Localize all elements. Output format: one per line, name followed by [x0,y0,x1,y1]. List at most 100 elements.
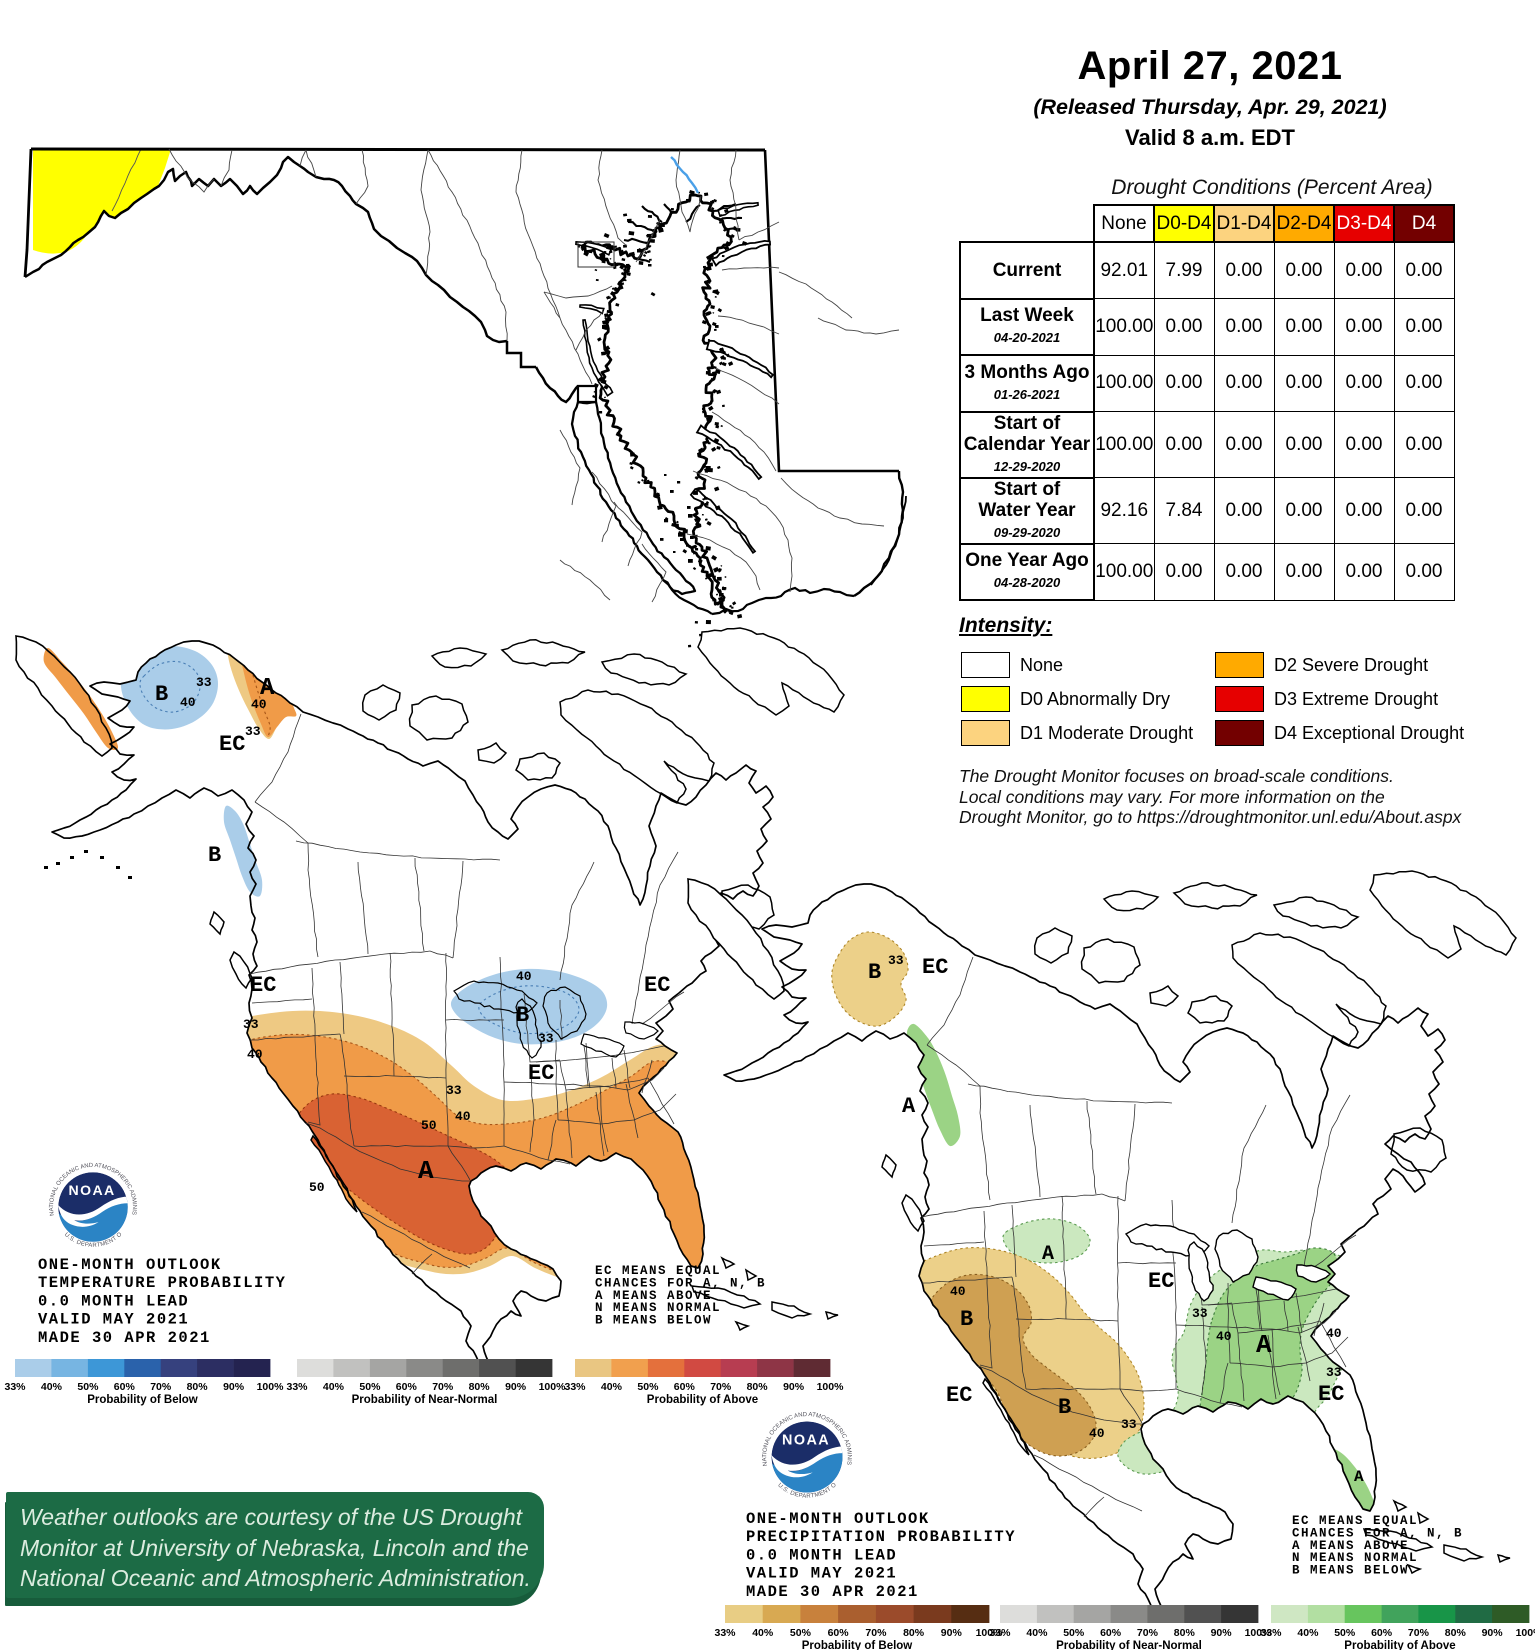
svg-text:40%: 40% [1297,1627,1319,1639]
svg-text:40%: 40% [323,1381,345,1393]
svg-text:33: 33 [245,724,261,739]
svg-text:EC: EC [1148,1269,1174,1294]
svg-text:40: 40 [516,969,532,984]
svg-text:70%: 70% [432,1381,454,1393]
svg-text:40%: 40% [752,1627,774,1639]
svg-text:33%: 33% [1260,1627,1282,1639]
svg-text:B: B [516,1003,529,1028]
svg-text:EC MEANS EQUAL: EC MEANS EQUAL [595,1264,721,1278]
svg-text:50%: 50% [359,1381,381,1393]
svg-text:B MEANS BELOW: B MEANS BELOW [595,1314,712,1328]
svg-text:CHANCES FOR A, N, B: CHANCES FOR A, N, B [1292,1526,1463,1540]
svg-text:80%: 80% [469,1381,491,1393]
svg-text:33%: 33% [286,1381,308,1393]
svg-text:A: A [1354,1468,1364,1486]
svg-text:40: 40 [1089,1426,1105,1441]
svg-text:50%: 50% [77,1381,99,1393]
svg-text:VALID MAY 2021: VALID MAY 2021 [38,1311,189,1329]
svg-text:33%: 33% [564,1381,586,1393]
svg-text:60%: 60% [1371,1627,1393,1639]
svg-text:90%: 90% [941,1627,963,1639]
svg-text:0.0 MONTH LEAD: 0.0 MONTH LEAD [38,1292,189,1310]
svg-text:33: 33 [196,675,212,690]
svg-text:B: B [1058,1395,1071,1420]
svg-text:A MEANS ABOVE: A MEANS ABOVE [1292,1539,1409,1553]
svg-text:33: 33 [538,1031,554,1046]
svg-text:33: 33 [1121,1417,1137,1432]
svg-text:90%: 90% [505,1381,527,1393]
svg-text:50%: 50% [637,1381,659,1393]
svg-text:A: A [1256,1330,1272,1360]
svg-text:EC: EC [219,732,245,757]
svg-text:100%: 100% [817,1381,845,1393]
svg-text:NOAA: NOAA [68,1182,115,1198]
svg-text:Probability of Below: Probability of Below [802,1640,913,1650]
svg-text:40: 40 [1216,1329,1232,1344]
svg-text:40: 40 [251,697,267,712]
svg-text:90%: 90% [1211,1627,1233,1639]
svg-text:33: 33 [446,1083,462,1098]
svg-text:100%: 100% [1516,1627,1535,1639]
svg-text:40: 40 [247,1047,263,1062]
svg-text:60%: 60% [1100,1627,1122,1639]
svg-text:60%: 60% [396,1381,418,1393]
svg-text:B: B [868,960,881,985]
svg-text:80%: 80% [1174,1627,1196,1639]
svg-text:Probability of Near-Normal: Probability of Near-Normal [352,1394,498,1406]
svg-text:33: 33 [243,1017,259,1032]
svg-text:50%: 50% [790,1627,812,1639]
svg-text:N MEANS NORMAL: N MEANS NORMAL [1292,1551,1418,1565]
svg-text:40: 40 [180,695,196,710]
svg-text:B: B [960,1307,973,1332]
svg-text:EC: EC [946,1383,972,1408]
svg-text:33%: 33% [714,1627,736,1639]
svg-text:Probability of Above: Probability of Above [647,1394,758,1406]
svg-text:Probability of Near-Normal: Probability of Near-Normal [1056,1640,1202,1650]
svg-text:70%: 70% [150,1381,172,1393]
svg-text:EC: EC [250,973,276,998]
svg-text:40: 40 [950,1284,966,1299]
svg-text:Probability of Below: Probability of Below [87,1394,198,1406]
svg-text:33: 33 [1326,1365,1342,1380]
svg-text:90%: 90% [223,1381,245,1393]
svg-text:50%: 50% [1063,1627,1085,1639]
svg-text:ONE-MONTH OUTLOOK: ONE-MONTH OUTLOOK [746,1510,930,1528]
svg-text:33%: 33% [989,1627,1011,1639]
svg-text:90%: 90% [783,1381,805,1393]
svg-text:100%: 100% [976,1627,1004,1639]
svg-text:50: 50 [421,1118,437,1133]
svg-text:100%: 100% [539,1381,567,1393]
svg-text:MADE 30 APR 2021: MADE 30 APR 2021 [38,1329,211,1347]
svg-text:50: 50 [309,1180,325,1195]
svg-text:B: B [208,843,221,868]
svg-text:90%: 90% [1482,1627,1504,1639]
svg-text:EC: EC [528,1061,554,1086]
svg-text:A: A [1042,1243,1054,1266]
svg-text:EC: EC [1318,1382,1344,1407]
svg-text:60%: 60% [828,1627,850,1639]
svg-text:EC MEANS EQUAL: EC MEANS EQUAL [1292,1514,1418,1528]
svg-text:33%: 33% [4,1381,26,1393]
svg-text:A: A [260,675,275,702]
svg-text:40%: 40% [41,1381,63,1393]
svg-text:Probability of Above: Probability of Above [1344,1640,1455,1650]
svg-text:40%: 40% [601,1381,623,1393]
svg-text:40%: 40% [1026,1627,1048,1639]
svg-text:70%: 70% [710,1381,732,1393]
svg-text:0.0 MONTH LEAD: 0.0 MONTH LEAD [746,1546,897,1564]
svg-text:80%: 80% [187,1381,209,1393]
svg-text:A MEANS ABOVE: A MEANS ABOVE [595,1289,712,1303]
svg-text:60%: 60% [114,1381,136,1393]
svg-text:33: 33 [888,953,904,968]
svg-text:EC: EC [922,955,948,980]
svg-text:NOAA: NOAA [782,1433,830,1449]
svg-text:EC: EC [644,973,670,998]
svg-text:70%: 70% [1408,1627,1430,1639]
svg-text:70%: 70% [1137,1627,1159,1639]
svg-text:A: A [902,1094,916,1119]
svg-text:80%: 80% [1445,1627,1467,1639]
svg-text:100%: 100% [1245,1627,1273,1639]
svg-text:TEMPERATURE PROBABILITY: TEMPERATURE PROBABILITY [38,1274,286,1292]
svg-text:PRECIPITATION PROBABILITY: PRECIPITATION PROBABILITY [746,1528,1016,1546]
svg-text:B: B [155,682,168,707]
